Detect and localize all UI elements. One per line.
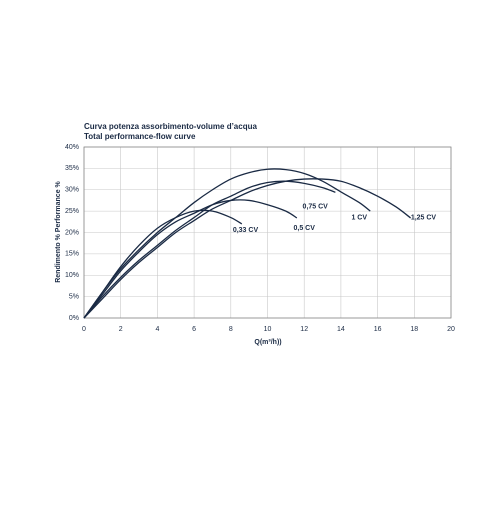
x-tick-label: 4 (155, 326, 159, 333)
curve (83, 168, 371, 319)
x-tick-label: 10 (264, 326, 272, 333)
y-tick-label: 20% (65, 229, 79, 236)
x-tick-label: 12 (300, 326, 308, 333)
x-tick-label: 0 (82, 326, 86, 333)
y-tick-label: 35% (65, 165, 79, 172)
x-tick-label: 18 (410, 326, 418, 333)
x-tick-label: 8 (229, 326, 233, 333)
x-tick-label: 2 (119, 326, 123, 333)
y-tick-label: 15% (65, 251, 79, 258)
x-tick-label: 16 (374, 326, 382, 333)
x-tick-label: 20 (447, 326, 455, 333)
x-tick-label: 6 (192, 326, 196, 333)
series-label: 1,25 CV (411, 214, 437, 221)
y-tick-label: 5% (69, 293, 79, 300)
y-axis-label: Rendimento % Performance % (55, 180, 62, 282)
series-label: 0,75 CV (303, 204, 329, 211)
x-tick-label: 14 (337, 326, 345, 333)
y-tick-label: 10% (65, 272, 79, 279)
y-tick-label: 0% (69, 315, 79, 322)
chart-title: Curva potenza assorbimento-volume d’acqu… (84, 122, 257, 131)
plot-border (83, 146, 452, 319)
y-tick-label: 25% (65, 208, 79, 215)
curve (83, 180, 336, 319)
y-tick-label: 40% (65, 144, 79, 151)
series-label: 0,33 CV (233, 227, 259, 234)
chart-subtitle: Total performance-flow curve (84, 132, 196, 141)
x-axis-label: Q(m³/h)) (254, 339, 281, 346)
y-tick-label: 30% (65, 187, 79, 194)
curve (83, 178, 412, 319)
series-label: 0,5 CV (293, 225, 315, 232)
curve (83, 199, 298, 319)
series-label: 1 CV (351, 214, 367, 221)
